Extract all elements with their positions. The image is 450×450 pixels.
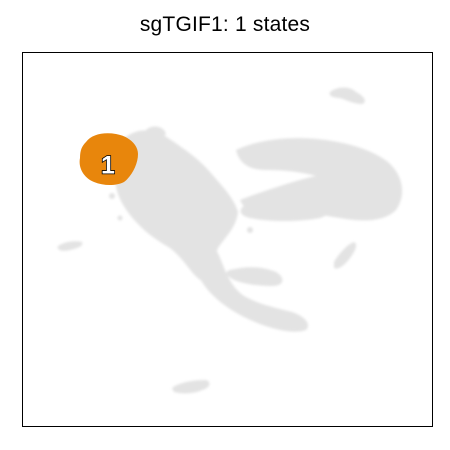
background-speck-3 [109,193,115,199]
plot-frame [22,52,433,427]
background-cluster-bottom [172,380,210,394]
background-cluster-right-arm [236,138,403,221]
state-regions [79,133,138,185]
background-speck-2 [301,147,307,153]
chart-title: sgTGIF1: 1 states [139,13,311,36]
background-speck-1 [247,227,253,233]
background-cluster-lower-stem [192,239,309,332]
background-cluster-right-small [334,242,357,269]
state-region-1 [79,133,138,185]
background-cluster-left-small [57,241,83,251]
background-cluster-upper-bump [146,126,166,139]
state-labels: 1 [100,151,116,181]
background-speck-4 [117,215,123,221]
background-cluster-top-right-ring [340,89,354,98]
background-cluster-right-arm-lower [240,199,329,221]
background-cluster-lower-arm [226,267,283,286]
background-cells [57,87,403,394]
state-label-1: 1 [101,152,115,180]
